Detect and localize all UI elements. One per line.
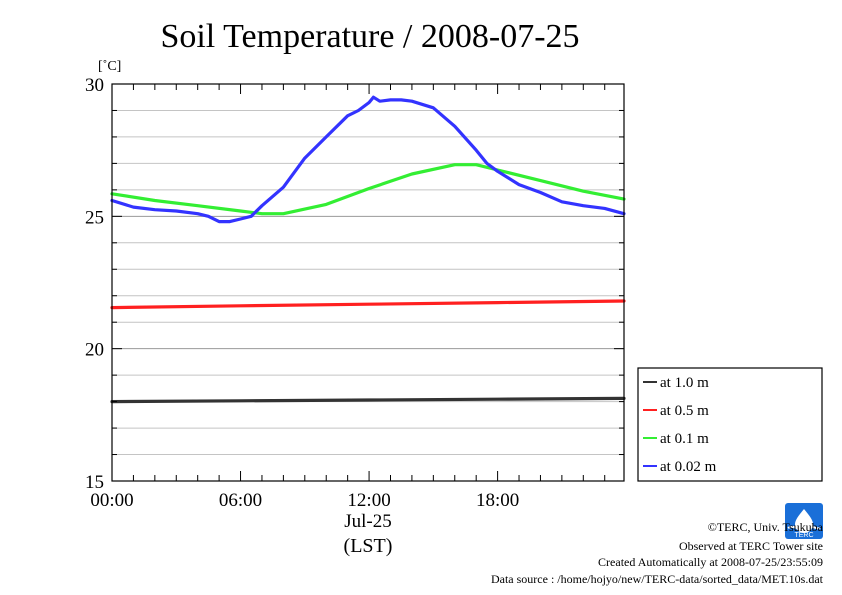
x-axis-unit-label: (LST) bbox=[344, 535, 393, 557]
legend-label-at-0-02-m: at 0.02 m bbox=[660, 459, 717, 475]
legend-box bbox=[637, 367, 823, 482]
x-tick-labels: 00:00 06:00 12:00 18:00 bbox=[90, 490, 519, 511]
x-tick-label: 18:00 bbox=[476, 490, 519, 511]
y-axis-unit-label: [˚C] bbox=[98, 59, 121, 74]
series-line-at-1-0-m bbox=[110, 396, 626, 404]
terc-logo: TERC bbox=[785, 503, 823, 539]
y-tick-label: 15 bbox=[85, 472, 104, 493]
credit-observed: Observed at TERC Tower site bbox=[679, 539, 823, 553]
credit-copyright: ©TERC, Univ. Tsukuba bbox=[708, 520, 824, 534]
x-tick-label: 06:00 bbox=[219, 490, 262, 511]
chart-title: Soil Temperature / 2008-07-25 bbox=[160, 18, 579, 55]
y-tick-label: 30 bbox=[85, 75, 104, 96]
legend: at 1.0 m at 0.5 m at 0.1 m at 0.02 m bbox=[637, 367, 823, 482]
legend-label-at-1-0-m: at 1.0 m bbox=[660, 375, 709, 391]
axis-ticks bbox=[111, 83, 624, 482]
series-line-at-0-5-m bbox=[110, 299, 626, 310]
logo-text: TERC bbox=[794, 532, 813, 539]
legend-label-at-0-1-m: at 0.1 m bbox=[660, 431, 709, 447]
series-line-at-0-1-m bbox=[110, 163, 626, 216]
credit-source: Data source : /home/hojyo/new/TERC-data/… bbox=[491, 572, 824, 586]
legend-label-at-0-5-m: at 0.5 m bbox=[660, 403, 709, 419]
grid-lines bbox=[112, 109, 624, 456]
x-tick-label: 12:00 bbox=[347, 490, 390, 511]
wave-icon bbox=[787, 525, 821, 531]
y-tick-label: 20 bbox=[85, 340, 104, 361]
plot-frame bbox=[111, 83, 625, 482]
series-line-at-0-02-m bbox=[110, 95, 626, 224]
y-tick-labels: 15 20 25 30 bbox=[85, 75, 104, 493]
x-tick-label: 00:00 bbox=[90, 490, 133, 511]
y-tick-label: 25 bbox=[85, 207, 104, 228]
x-axis-date-label: Jul-25 bbox=[344, 511, 392, 532]
credit-created: Created Automatically at 2008-07-25/23:5… bbox=[598, 555, 823, 569]
series-lines bbox=[110, 95, 626, 404]
